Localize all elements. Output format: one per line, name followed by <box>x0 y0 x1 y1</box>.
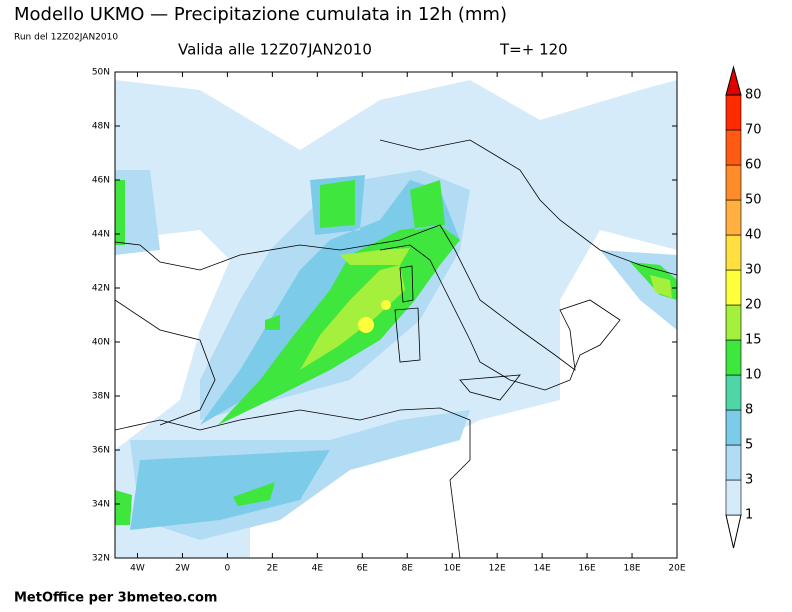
lon-label: 12E <box>489 564 506 574</box>
colorbar-label: 10 <box>745 368 762 383</box>
lon-label: 18E <box>623 564 640 574</box>
colorbar-label: 3 <box>745 473 753 488</box>
colorbar-segment <box>725 374 742 411</box>
run-info: Run del 12Z02JAN2010 <box>14 33 118 43</box>
lon-label: 16E <box>579 564 596 574</box>
colorbar-segment <box>725 199 742 236</box>
colorbar-label: 70 <box>745 123 762 138</box>
lon-label: 10E <box>444 564 461 574</box>
lon-label: 4E <box>312 564 324 574</box>
colorbar-segment <box>725 304 742 341</box>
colorbar-segment <box>725 129 742 166</box>
lat-label: 36N <box>92 446 110 456</box>
colorbar-label: 15 <box>745 333 762 348</box>
colorbar-label: 50 <box>745 193 762 208</box>
lat-label: 50N <box>92 68 110 78</box>
valid-time: Valida alle 12Z07JAN2010 <box>178 41 372 59</box>
colorbar-label: 1 <box>745 508 753 523</box>
lat-label: 42N <box>92 284 110 294</box>
lon-label: 6E <box>357 564 369 574</box>
colorbar-segment <box>725 479 742 516</box>
lon-label: 14E <box>534 564 551 574</box>
precip-field <box>115 72 677 558</box>
title: Modello UKMO — Precipitazione cumulata i… <box>14 4 507 25</box>
lon-label: 2W <box>175 564 190 574</box>
colorbar-segment <box>725 339 742 376</box>
lon-label: 20E <box>668 564 685 574</box>
colorbar-label: 5 <box>745 438 753 453</box>
lat-label: 34N <box>92 500 110 510</box>
footer: MetOffice per 3bmeteo.com <box>14 591 217 606</box>
colorbar-segment <box>725 444 742 481</box>
coastlines <box>115 139 677 558</box>
forecast-step: T=+ 120 <box>499 41 568 59</box>
map-frame <box>114 71 678 559</box>
lat-label: 40N <box>92 338 110 348</box>
lat-label: 32N <box>92 554 110 564</box>
lat-label: 48N <box>92 122 110 132</box>
colorbar-high <box>725 65 742 96</box>
colorbar-segment <box>725 164 742 201</box>
colorbar-low <box>725 514 742 549</box>
colorbar-label: 40 <box>745 228 762 243</box>
lat-label: 44N <box>92 230 110 240</box>
colorbar-label: 8 <box>745 403 753 418</box>
lat-label: 38N <box>92 392 110 402</box>
colorbar-label: 20 <box>745 298 762 313</box>
lon-label: 2E <box>267 564 279 574</box>
lon-label: 8E <box>402 564 414 574</box>
colorbar-label: 60 <box>745 158 762 173</box>
colorbar-segment <box>725 234 742 271</box>
lat-label: 46N <box>92 176 110 186</box>
colorbar-segment <box>725 94 742 131</box>
lon-label: 4W <box>130 564 145 574</box>
colorbar-label: 30 <box>745 263 762 278</box>
colorbar-segment <box>725 409 742 446</box>
colorbar-segment <box>725 269 742 306</box>
colorbar-label: 80 <box>745 88 762 103</box>
lon-label: 0 <box>225 564 231 574</box>
